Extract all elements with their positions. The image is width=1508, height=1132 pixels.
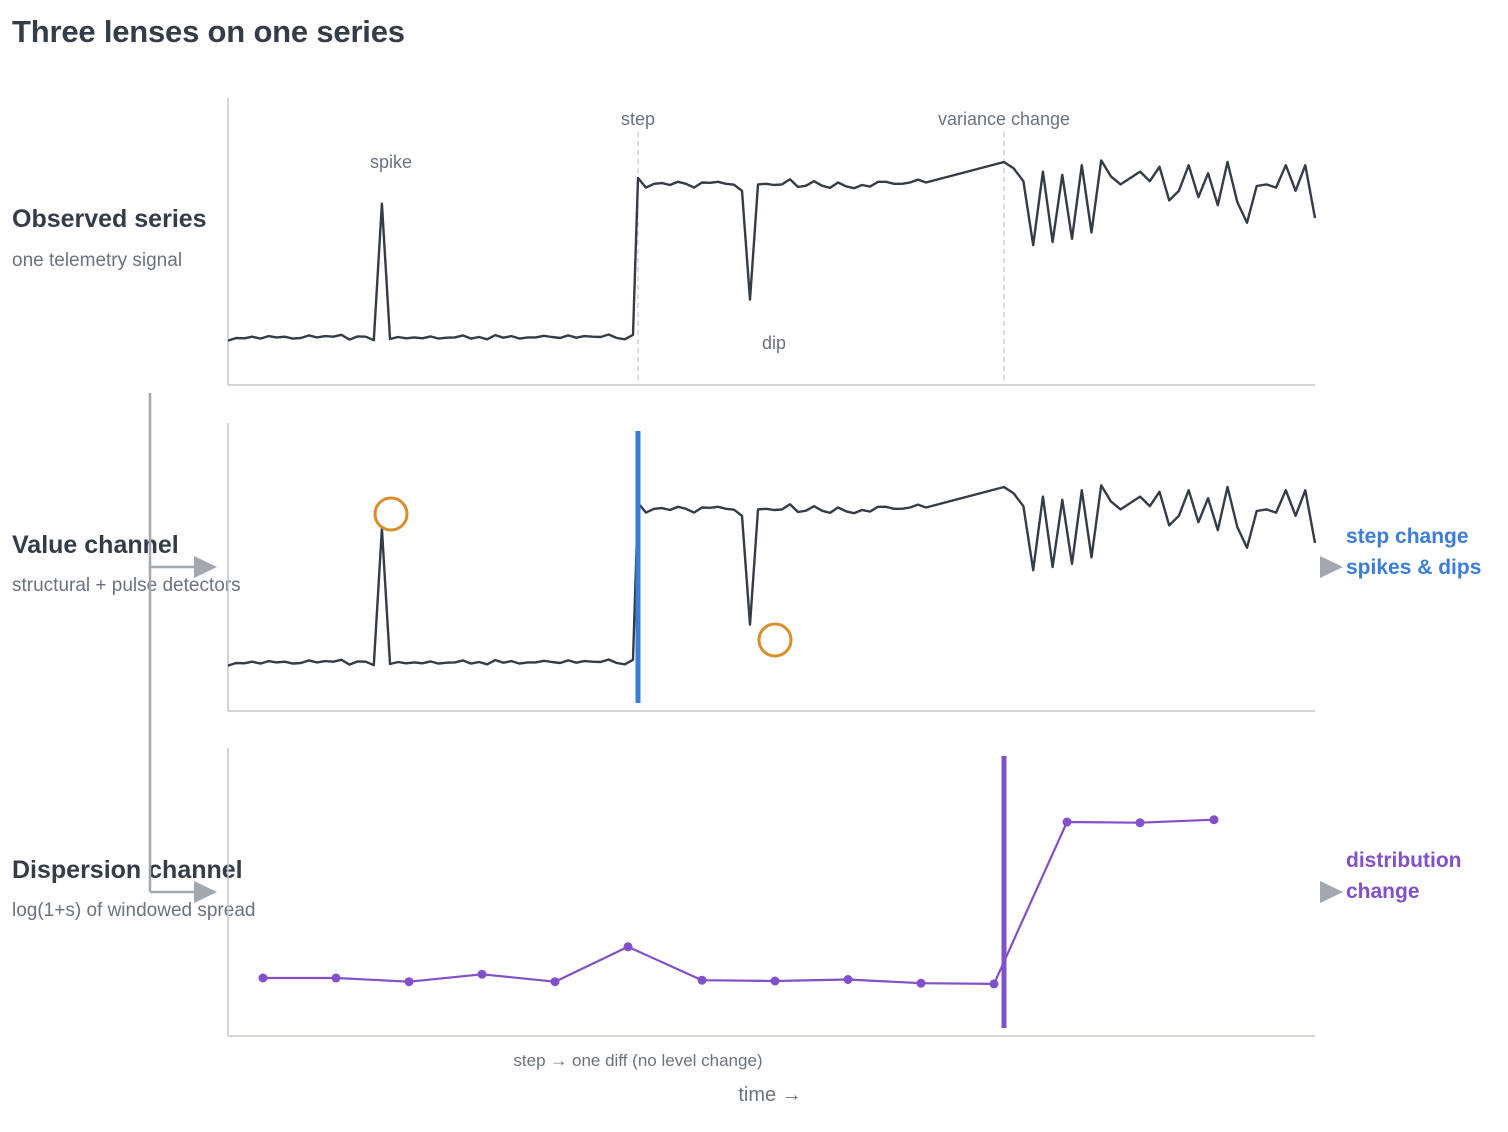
observed-series-line xyxy=(227,159,1317,342)
spike-annotation: spike xyxy=(370,152,412,172)
value-series-line xyxy=(227,484,1317,667)
output-arrow-value-icon xyxy=(1320,556,1343,578)
dispersion-point xyxy=(550,977,560,987)
output-arrow-dispersion-icon xyxy=(1320,881,1343,903)
spike-marker-circle xyxy=(373,496,409,532)
step-annotation: step xyxy=(621,109,655,129)
dispersion-axes xyxy=(227,748,1315,1037)
dispersion-point xyxy=(623,942,633,952)
footnote: step → one diff (no level change) xyxy=(513,1051,762,1070)
dispersion-point xyxy=(1135,818,1145,828)
flow-arrow-dispersion-icon xyxy=(194,881,217,903)
value-axes xyxy=(227,423,1315,712)
observed-panel-title: Observed series xyxy=(12,205,207,233)
dispersion-point xyxy=(1209,815,1219,825)
dispersion-panel-subtitle: log(1+s) of windowed spread xyxy=(12,900,256,921)
dispersion-point xyxy=(916,978,926,988)
variance-change-annotation: variance change xyxy=(938,109,1070,129)
dispersion-point xyxy=(843,975,853,984)
dispersion-series-line xyxy=(263,818,1215,986)
flow-arrow-value-icon xyxy=(194,556,217,578)
dip-marker-circle xyxy=(757,622,793,658)
x-axis-label: time → xyxy=(738,1084,801,1106)
dispersion-point xyxy=(331,973,341,983)
figure-title: Three lenses on one series xyxy=(12,14,405,49)
dispersion-point xyxy=(770,976,780,986)
dispersion-point xyxy=(404,977,414,987)
output-distribution: distribution xyxy=(1346,849,1462,872)
output-change: change xyxy=(1346,880,1420,903)
dispersion-point xyxy=(1062,817,1072,827)
dispersion-point xyxy=(697,975,707,985)
observed-panel-subtitle: one telemetry signal xyxy=(12,250,183,271)
output-spikes-dips: spikes & dips xyxy=(1346,556,1482,579)
dispersion-points xyxy=(258,815,1219,989)
output-step-change: step change xyxy=(1346,525,1469,548)
dispersion-panel-title: Dispersion channel xyxy=(12,856,243,884)
dip-annotation: dip xyxy=(762,333,786,353)
channel-flow-connector xyxy=(148,393,217,903)
dispersion-point xyxy=(989,979,999,989)
observed-axes xyxy=(227,98,1315,386)
value-panel-subtitle: structural + pulse detectors xyxy=(12,575,241,596)
dispersion-point xyxy=(477,969,487,979)
dispersion-point xyxy=(258,973,268,983)
